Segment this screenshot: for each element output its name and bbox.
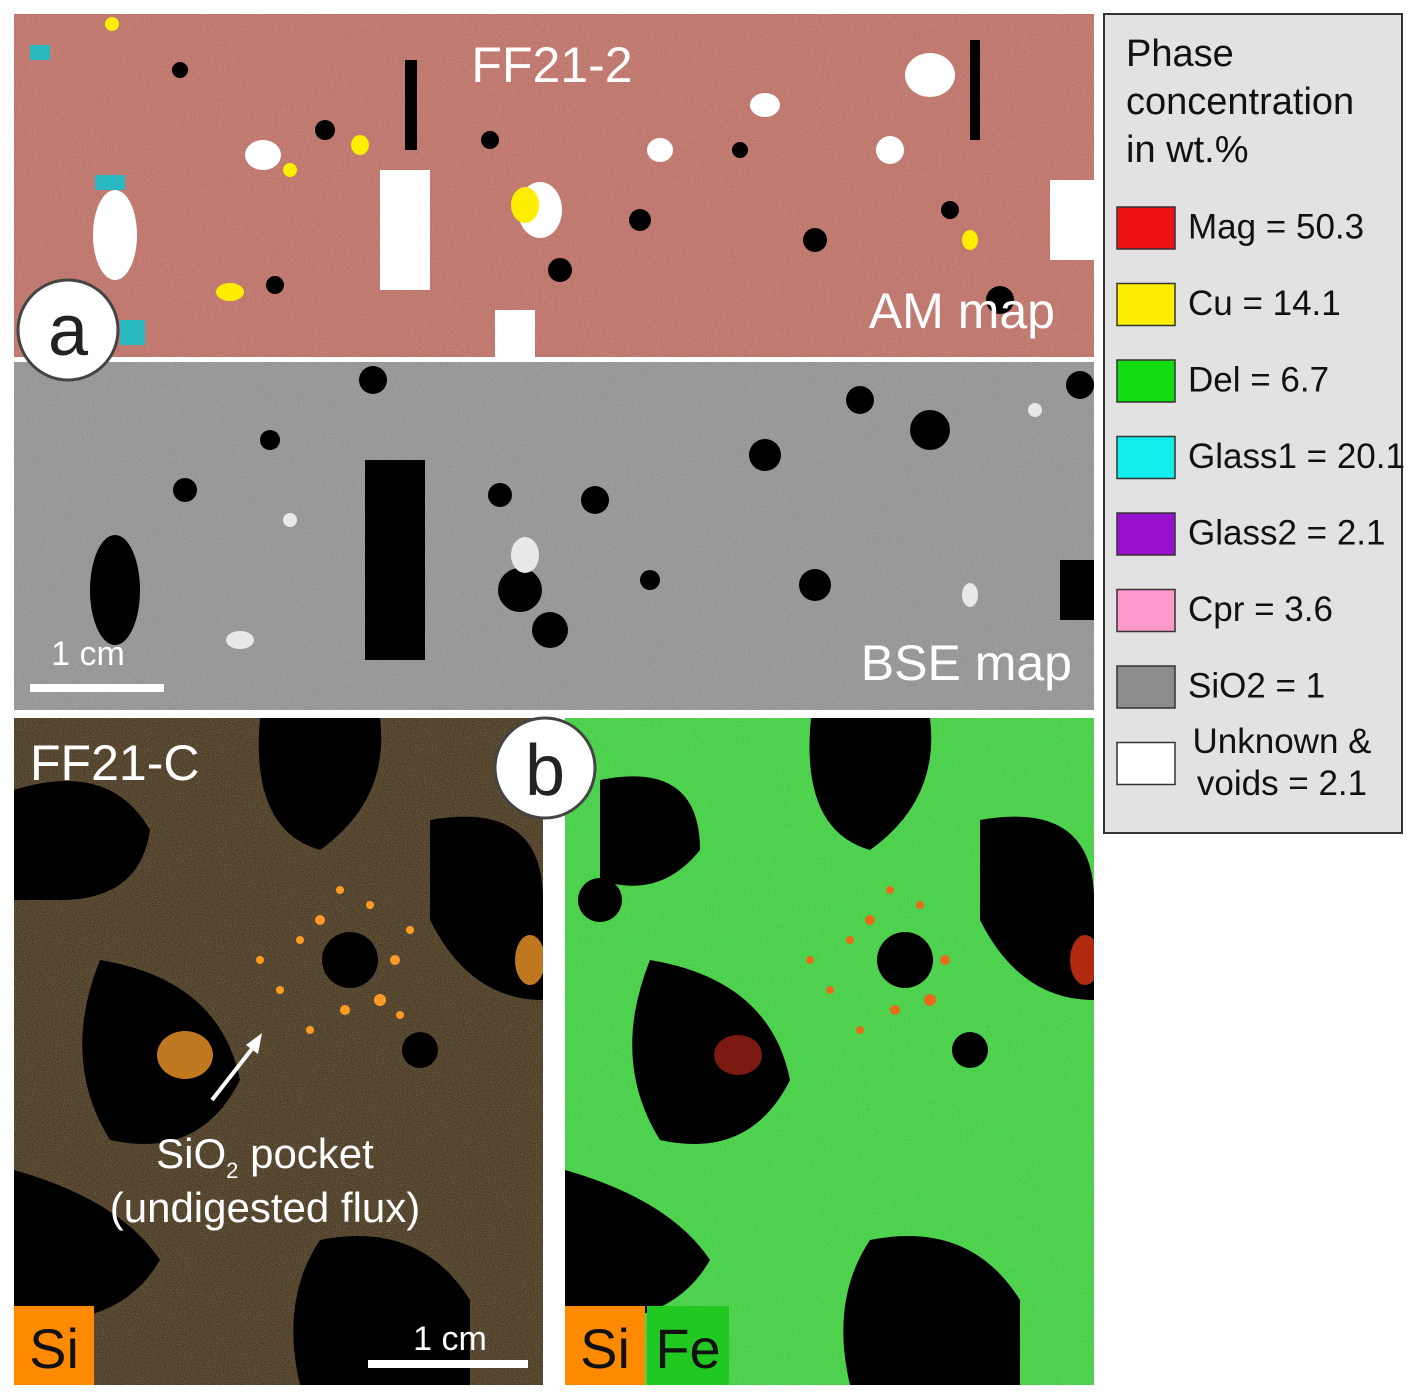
legend-title: concentration <box>1126 81 1354 123</box>
annotation: (undigested flux) <box>110 1184 421 1231</box>
legend-label: Unknown & <box>1193 722 1372 761</box>
legend-label: Mag = 50.3 <box>1188 207 1364 246</box>
element-label: Si <box>29 1317 79 1380</box>
panel-badge <box>16 278 120 382</box>
panel-badge <box>493 716 597 820</box>
arrow <box>210 1043 257 1102</box>
am-map <box>14 14 1094 357</box>
legend-label: Cu = 14.1 <box>1188 284 1341 323</box>
map-caption: AM map <box>869 283 1055 339</box>
legend-swatch <box>1116 512 1176 556</box>
si-map <box>14 718 543 1385</box>
scale-label: 1 cm <box>51 635 125 673</box>
element-label: Fe <box>655 1317 720 1380</box>
annotation: SiO2 pocket <box>156 1130 374 1183</box>
scale-bar <box>368 1360 528 1368</box>
legend-swatch <box>1116 588 1176 633</box>
legend-label: voids = 2.1 <box>1197 764 1367 803</box>
element-label: Si <box>580 1317 630 1380</box>
legend-label: Del = 6.7 <box>1188 360 1329 399</box>
legend-title: Phase <box>1126 33 1234 75</box>
legend-swatch <box>1116 741 1176 786</box>
legend-swatch <box>1116 359 1176 403</box>
si-fe-map <box>565 718 1094 1385</box>
legend-swatch <box>1116 282 1176 327</box>
legend-label: SiO2 = 1 <box>1188 666 1325 705</box>
annotation-sub: 2 <box>226 1158 238 1183</box>
annotation-text: pocket <box>238 1130 374 1177</box>
annotation-text: SiO <box>156 1130 226 1177</box>
arrow-head <box>246 1033 262 1054</box>
legend-swatch <box>1116 206 1176 250</box>
scale-bar <box>30 684 164 692</box>
legend-swatch <box>1116 435 1176 480</box>
legend-label: Glass2 = 2.1 <box>1188 513 1385 552</box>
panel-label: a <box>48 291 89 371</box>
legend-label: Cpr = 3.6 <box>1188 590 1333 629</box>
map-caption: BSE map <box>861 635 1072 691</box>
bse-map <box>14 362 1094 710</box>
legend: Phase concentration in wt.% Mag = 50.3 Cu = … <box>1116 33 1405 803</box>
scale-label: 1 cm <box>413 1320 487 1358</box>
sample-label: FF21-2 <box>471 37 632 93</box>
element-tag <box>647 1306 729 1385</box>
sample-label: FF21-C <box>30 735 199 791</box>
panel-label: b <box>525 731 565 811</box>
element-tag <box>14 1306 94 1385</box>
legend-swatch <box>1116 665 1176 709</box>
element-tag <box>565 1306 645 1385</box>
legend-label: Glass1 = 20.1 <box>1188 437 1405 476</box>
legend-title: in wt.% <box>1126 129 1248 171</box>
